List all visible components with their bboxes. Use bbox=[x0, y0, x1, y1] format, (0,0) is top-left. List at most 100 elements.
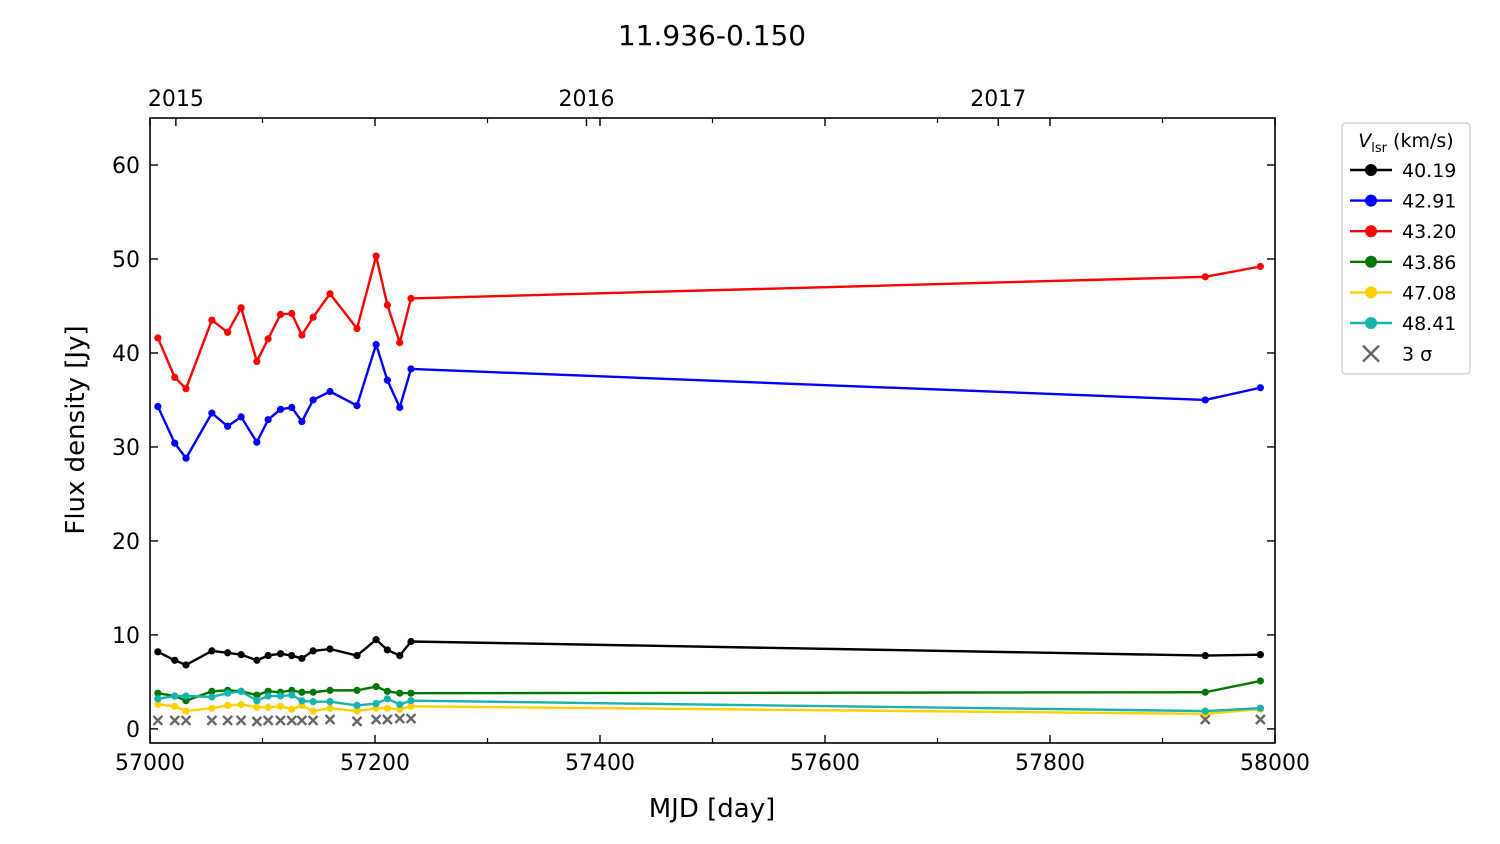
legend-box bbox=[1341, 122, 1471, 375]
sigma-marker-stroke bbox=[152, 715, 164, 726]
sigma-marker-stroke bbox=[251, 716, 263, 727]
data-point bbox=[288, 309, 296, 318]
data-point bbox=[353, 707, 361, 715]
sigma-marker bbox=[275, 715, 286, 726]
year-label: 2015 bbox=[148, 87, 204, 112]
data-point bbox=[224, 701, 232, 710]
data-point bbox=[372, 683, 380, 691]
sigma-marker-stroke bbox=[206, 715, 218, 726]
data-point bbox=[407, 689, 415, 697]
sigma-marker-stroke bbox=[286, 715, 298, 726]
data-point bbox=[309, 396, 317, 404]
data-point bbox=[1201, 396, 1209, 404]
sigma-marker bbox=[370, 714, 382, 725]
legend-entry-label: 48.41 bbox=[1402, 313, 1456, 335]
data-point bbox=[208, 704, 216, 712]
data-point bbox=[171, 692, 179, 700]
data-point bbox=[171, 656, 179, 664]
data-point bbox=[253, 357, 261, 366]
y-tick-label: 20 bbox=[112, 530, 140, 555]
data-point bbox=[407, 294, 415, 303]
data-point bbox=[171, 702, 179, 710]
legend-title-symbol: V bbox=[1358, 130, 1373, 152]
data-point bbox=[309, 647, 317, 655]
data-point bbox=[264, 335, 272, 343]
legend-entry-label: 43.20 bbox=[1402, 221, 1456, 243]
data-point bbox=[288, 705, 296, 713]
sigma-marker-stroke bbox=[222, 715, 233, 726]
data-point bbox=[298, 331, 306, 339]
year-label: 2017 bbox=[970, 87, 1026, 112]
data-point bbox=[353, 686, 361, 694]
sigma-marker-stroke bbox=[351, 716, 363, 727]
data-point bbox=[276, 650, 285, 658]
sigma-marker-stroke bbox=[1199, 714, 1211, 725]
sigma-marker bbox=[251, 716, 263, 727]
data-point bbox=[224, 689, 232, 697]
sigma-marker-stroke bbox=[307, 715, 319, 726]
sigma-marker bbox=[235, 715, 247, 726]
data-point bbox=[309, 313, 317, 321]
data-point bbox=[288, 403, 296, 412]
series-line-40.19 bbox=[157, 638, 1261, 667]
data-point bbox=[396, 651, 404, 660]
sigma-marker bbox=[180, 715, 192, 726]
x-tick-label: 57800 bbox=[1015, 751, 1085, 776]
sigma-marker-stroke bbox=[262, 715, 274, 726]
legend-entry-label: 47.08 bbox=[1402, 282, 1456, 304]
legend-title-unit: (km/s) bbox=[1387, 130, 1454, 152]
data-point bbox=[224, 649, 232, 657]
y-tick-label: 40 bbox=[112, 342, 140, 367]
data-point bbox=[353, 324, 361, 333]
data-point bbox=[253, 656, 261, 664]
data-point bbox=[154, 695, 162, 703]
data-point bbox=[383, 704, 391, 712]
sigma-marker-stroke bbox=[394, 713, 406, 724]
legend-swatch-marker bbox=[1365, 225, 1377, 238]
sigma-marker-stroke bbox=[235, 715, 247, 726]
data-point bbox=[208, 647, 216, 655]
sigma-marker bbox=[262, 715, 274, 726]
data-point bbox=[326, 645, 334, 653]
legend-sigma-label: 3 σ bbox=[1402, 344, 1432, 366]
data-point bbox=[372, 252, 380, 260]
data-point bbox=[288, 651, 296, 660]
data-point bbox=[1256, 262, 1264, 271]
data-point bbox=[1201, 651, 1209, 660]
y-tick-label: 30 bbox=[112, 436, 140, 461]
data-point bbox=[298, 697, 306, 705]
data-point bbox=[326, 290, 334, 298]
series-line-43.20 bbox=[156, 254, 1261, 390]
sigma-marker bbox=[1199, 714, 1211, 725]
sigma-marker-stroke bbox=[405, 713, 417, 724]
sigma-marker bbox=[394, 713, 406, 724]
axis-ticks: 57000 57200 57400 57600 57800 58000 0 10 20 30 40 5… bbox=[112, 87, 1310, 776]
data-point bbox=[396, 339, 404, 347]
data-point bbox=[154, 648, 162, 656]
sigma-marker bbox=[296, 715, 308, 726]
legend-swatch-marker bbox=[1365, 286, 1377, 299]
y-tick-label: 60 bbox=[112, 154, 140, 179]
sigma-marker bbox=[351, 716, 363, 727]
data-point bbox=[383, 695, 391, 703]
data-point bbox=[298, 654, 306, 663]
sigma-marker bbox=[206, 715, 218, 726]
legend-sigma-marker bbox=[1362, 344, 1380, 363]
year-label: 2016 bbox=[559, 87, 615, 112]
data-point bbox=[171, 373, 179, 381]
data-point bbox=[407, 702, 415, 710]
sigma-marker bbox=[307, 715, 319, 726]
data-point bbox=[276, 310, 285, 319]
data-point bbox=[154, 334, 162, 342]
x-axis-label: MJD [day] bbox=[649, 794, 776, 824]
data-point bbox=[182, 385, 190, 393]
sigma-marker-stroke bbox=[275, 715, 286, 726]
data-point bbox=[154, 402, 162, 411]
sigma-marker-stroke bbox=[324, 714, 336, 725]
data-point bbox=[237, 413, 245, 421]
y-tick-label: 10 bbox=[112, 624, 140, 649]
y-tick-label: 50 bbox=[112, 248, 140, 273]
data-point bbox=[208, 693, 216, 701]
data-point bbox=[276, 405, 285, 413]
